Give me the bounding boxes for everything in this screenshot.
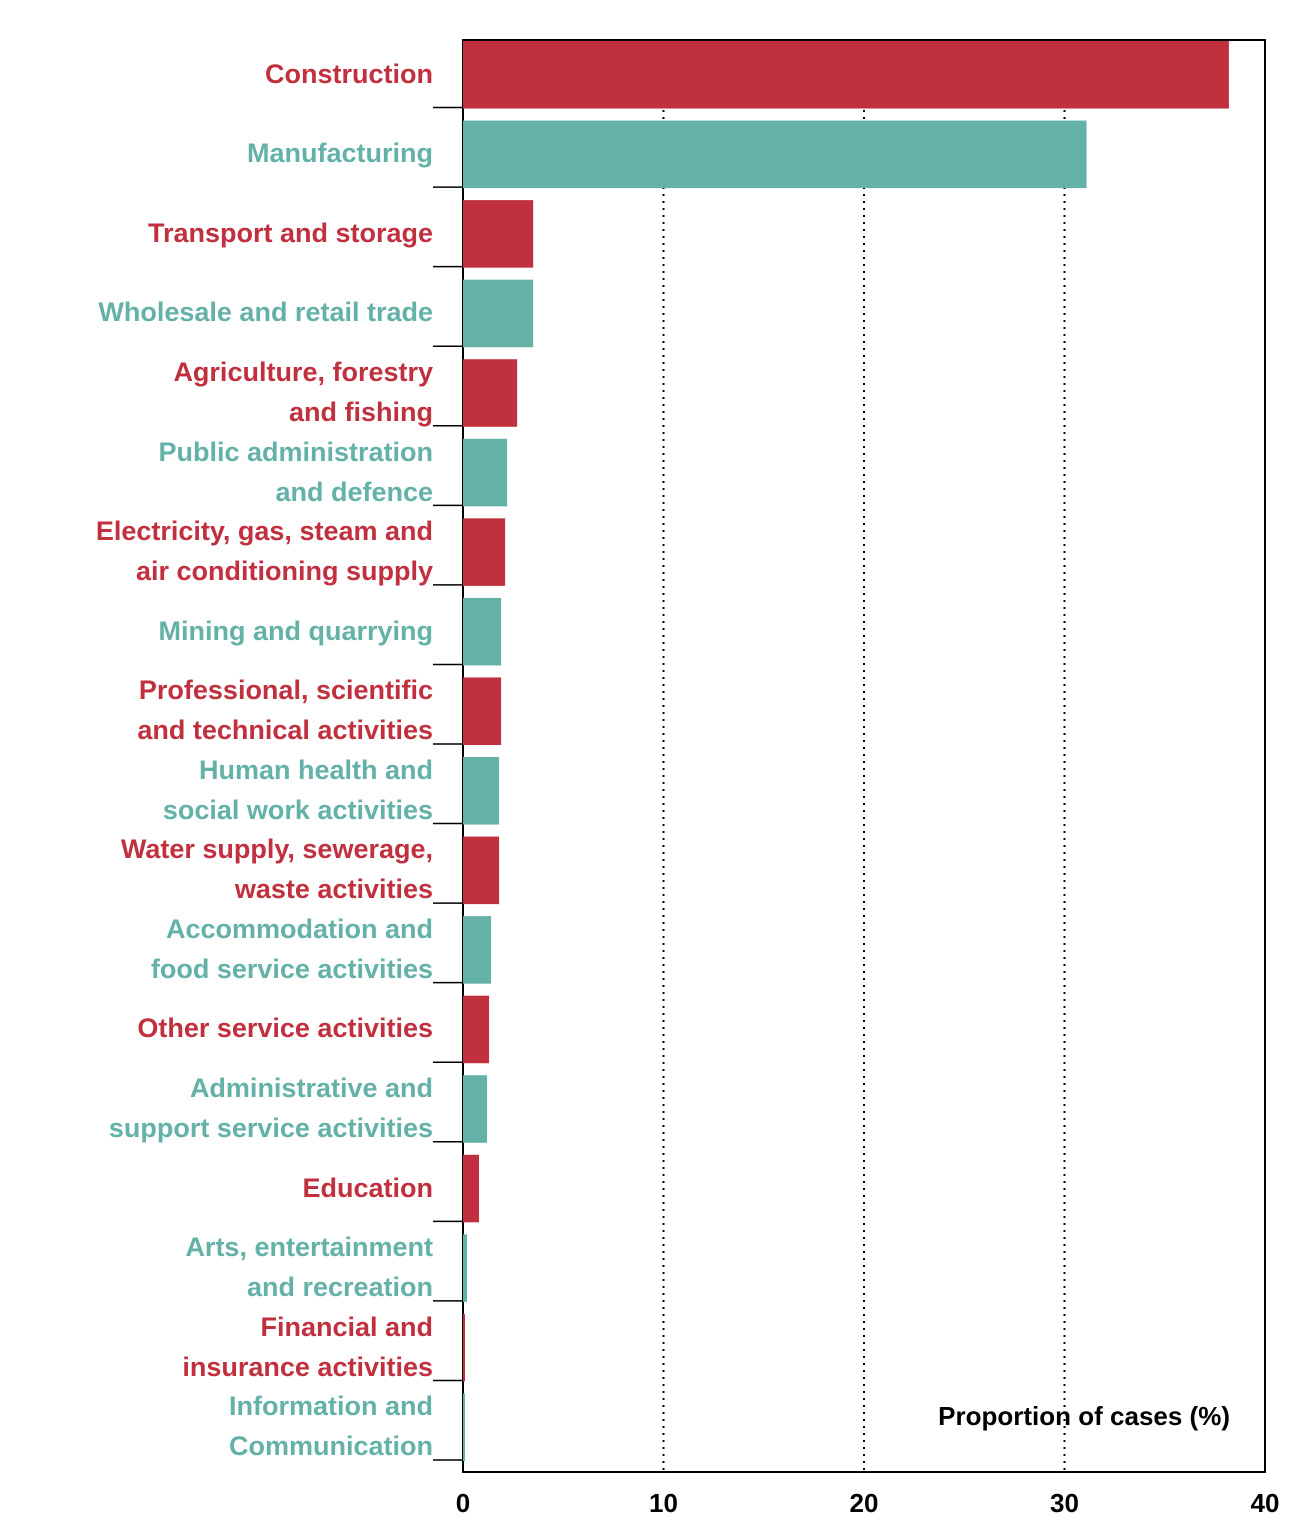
y-tick-label: Education: [302, 1172, 433, 1203]
bar: [463, 757, 500, 825]
bar: [463, 279, 534, 348]
bar: [463, 41, 1229, 109]
bar: [463, 916, 492, 984]
y-tick-label: Financial and insurance activities: [182, 1311, 433, 1382]
y-tick-label: Transport and storage: [147, 217, 433, 248]
bar: [463, 518, 506, 586]
bar: [463, 438, 508, 507]
bar: [463, 995, 490, 1064]
y-tick-label: Wholesale and retail trade: [98, 297, 433, 328]
y-tick-label: Professional, scientific and technical a…: [137, 675, 433, 746]
x-tick-label: 20: [850, 1488, 879, 1518]
bar: [463, 120, 1087, 189]
bar: [463, 677, 502, 745]
y-tick-label: Arts, entertainment and recreation: [185, 1232, 433, 1303]
y-tick-label: Water supply, sewerage, waste activities: [120, 834, 433, 905]
bar: [463, 836, 500, 905]
bar: [463, 1234, 468, 1302]
bar: [463, 1154, 480, 1223]
y-tick-label: Mining and quarrying: [158, 615, 434, 646]
y-tick-label: Human health and social work activities: [162, 754, 433, 825]
bar: [463, 1075, 488, 1143]
y-tick-label: Administrative and support service activ…: [108, 1073, 433, 1143]
bar: [463, 200, 534, 268]
bar: [463, 1393, 466, 1461]
x-tick-label: 10: [649, 1488, 678, 1518]
y-tick-label: Public administration and defence: [158, 436, 433, 507]
bar: [463, 597, 502, 666]
x-tick-label: 30: [1050, 1488, 1079, 1518]
y-tick-label: Other service activities: [137, 1013, 433, 1044]
bar: [463, 359, 518, 427]
y-tick-label: Accommodation and food service activitie…: [150, 913, 433, 984]
x-tick-label: 40: [1251, 1488, 1280, 1518]
y-tick-label: Construction: [265, 58, 433, 89]
bar: [463, 1313, 466, 1382]
x-tick-label: 0: [456, 1488, 470, 1518]
x-axis-title: Proportion of cases (%): [938, 1401, 1230, 1431]
y-tick-label: Agriculture, forestry and fishing: [173, 357, 433, 427]
y-tick-label: Electricity, gas, steam and air conditio…: [95, 516, 433, 587]
y-tick-label: Manufacturing: [247, 138, 433, 169]
y-tick-label: Information and Communication: [228, 1391, 433, 1462]
plot-frame: [462, 39, 1266, 1473]
